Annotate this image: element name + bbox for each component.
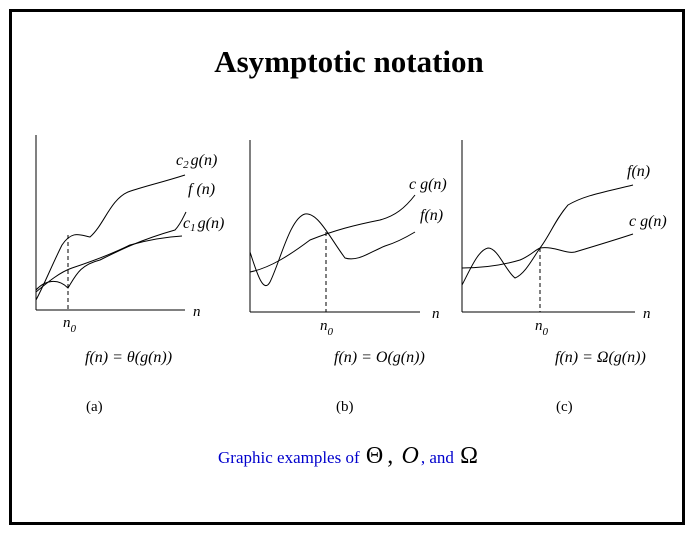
caption-text: Graphic examples of xyxy=(218,448,360,467)
theta-symbol: Θ xyxy=(365,443,384,469)
slide-frame xyxy=(9,9,685,525)
panel-a-label-c1g: c1 g(n) xyxy=(183,215,224,234)
panel-a-labels: c2 g(n) f (n) c1 g(n) n n0 f(n) = θ(g(n)) … xyxy=(63,152,224,415)
panel-b-n0: n0 xyxy=(320,318,334,338)
panel-a-label-f: f (n) xyxy=(188,181,215,198)
panel-a-f-curve xyxy=(35,211,187,291)
panel-b-f-curve xyxy=(249,213,416,286)
panel-c-f-curve xyxy=(461,184,634,286)
panel-b-formula: f(n) = O(g(n)) xyxy=(334,349,425,366)
panel-a-n0: n0 xyxy=(63,315,77,335)
panel-a xyxy=(35,135,187,311)
panel-b xyxy=(249,140,420,313)
panel-c-cg-curve xyxy=(461,233,634,269)
panel-a-tag: (a) xyxy=(86,399,103,415)
panel-c-labels: f(n) c g(n) n n0 f(n) = Ω(g(n)) (c) xyxy=(535,163,667,415)
panel-c-label-cg: c g(n) xyxy=(629,213,667,230)
panel-a-label-c2g: c2 g(n) xyxy=(176,152,217,171)
panel-c-n0: n0 xyxy=(535,318,549,338)
big-o-symbol: O xyxy=(401,443,419,469)
caption-comma: , xyxy=(387,443,394,469)
panel-b-axis-n: n xyxy=(432,306,440,322)
slide-title: Asymptotic notation xyxy=(214,44,484,79)
panel-b-label-cg: c g(n) xyxy=(409,176,447,193)
omega-symbol: Ω xyxy=(460,443,478,469)
panel-a-c2g-curve xyxy=(35,174,186,301)
caption-and: , and xyxy=(420,448,454,467)
panel-b-label-f: f(n) xyxy=(420,207,443,224)
panel-a-formula: f(n) = θ(g(n)) xyxy=(85,349,172,366)
panel-c-tag: (c) xyxy=(556,399,573,415)
panel-a-c1g-curve xyxy=(35,235,183,293)
panel-c-axis-n: n xyxy=(643,306,651,322)
panel-b-labels: c g(n) f(n) n n0 f(n) = O(g(n)) (b) xyxy=(320,176,447,415)
panel-b-cg-curve xyxy=(249,194,416,273)
panel-c xyxy=(461,140,635,313)
panel-c-label-f: f(n) xyxy=(627,163,650,180)
panel-b-tag: (b) xyxy=(336,399,354,415)
figure-caption: Graphic examples of Θ, O, and Ω xyxy=(0,443,698,470)
panel-a-axis-n: n xyxy=(193,304,201,320)
panel-c-formula: f(n) = Ω(g(n)) xyxy=(555,349,646,366)
